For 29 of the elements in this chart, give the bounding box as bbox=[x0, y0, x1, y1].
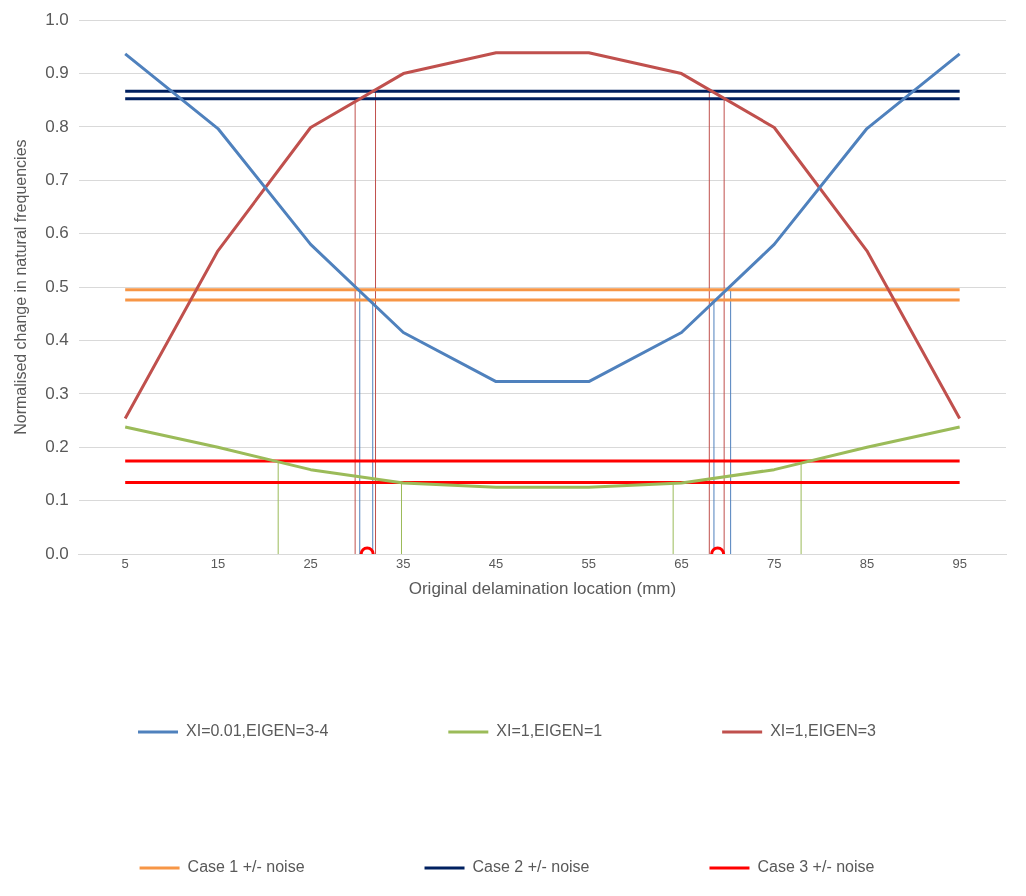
legend-label: Case 2 +/- noise bbox=[472, 858, 590, 876]
x-tick-label: 25 bbox=[303, 556, 318, 572]
x-tick-label: 55 bbox=[581, 556, 597, 572]
y-tick-label: 0.1 bbox=[45, 490, 69, 510]
y-tick-label: 0.2 bbox=[45, 436, 69, 456]
x-tick-label: 65 bbox=[674, 556, 689, 572]
y-tick-label: 0.5 bbox=[45, 276, 69, 296]
x-tick-label: 15 bbox=[210, 556, 226, 572]
y-tick-label: 1.0 bbox=[45, 9, 69, 29]
y-tick-label: 0.0 bbox=[45, 543, 69, 563]
x-tick-label: 95 bbox=[952, 556, 967, 572]
y-tick-label: 0.4 bbox=[45, 330, 69, 350]
legend-label: XI=1,EIGEN=3 bbox=[770, 722, 877, 740]
x-tick-label: 45 bbox=[488, 556, 504, 572]
y-axis-title: Normalised change in natural frequencies bbox=[12, 139, 30, 435]
x-axis-title: Original delamination location (mm) bbox=[408, 579, 677, 599]
x-tick-label: 35 bbox=[396, 556, 411, 572]
y-tick-label: 0.8 bbox=[45, 116, 69, 136]
y-tick-label: 0.6 bbox=[45, 223, 69, 243]
y-tick-label: 0.7 bbox=[45, 170, 69, 190]
x-tick-label: 5 bbox=[121, 556, 129, 572]
y-tick-label: 0.9 bbox=[45, 63, 69, 83]
legend-label: Case 1 +/- noise bbox=[187, 858, 305, 876]
x-tick-label: 75 bbox=[766, 556, 782, 572]
legend-label: XI=1,EIGEN=1 bbox=[496, 722, 603, 740]
legend-label: XI=0.01,EIGEN=3-4 bbox=[186, 722, 329, 740]
y-tick-label: 0.3 bbox=[45, 383, 69, 403]
x-tick-label: 85 bbox=[859, 556, 875, 572]
legend-label: Case 3 +/- noise bbox=[757, 858, 875, 876]
